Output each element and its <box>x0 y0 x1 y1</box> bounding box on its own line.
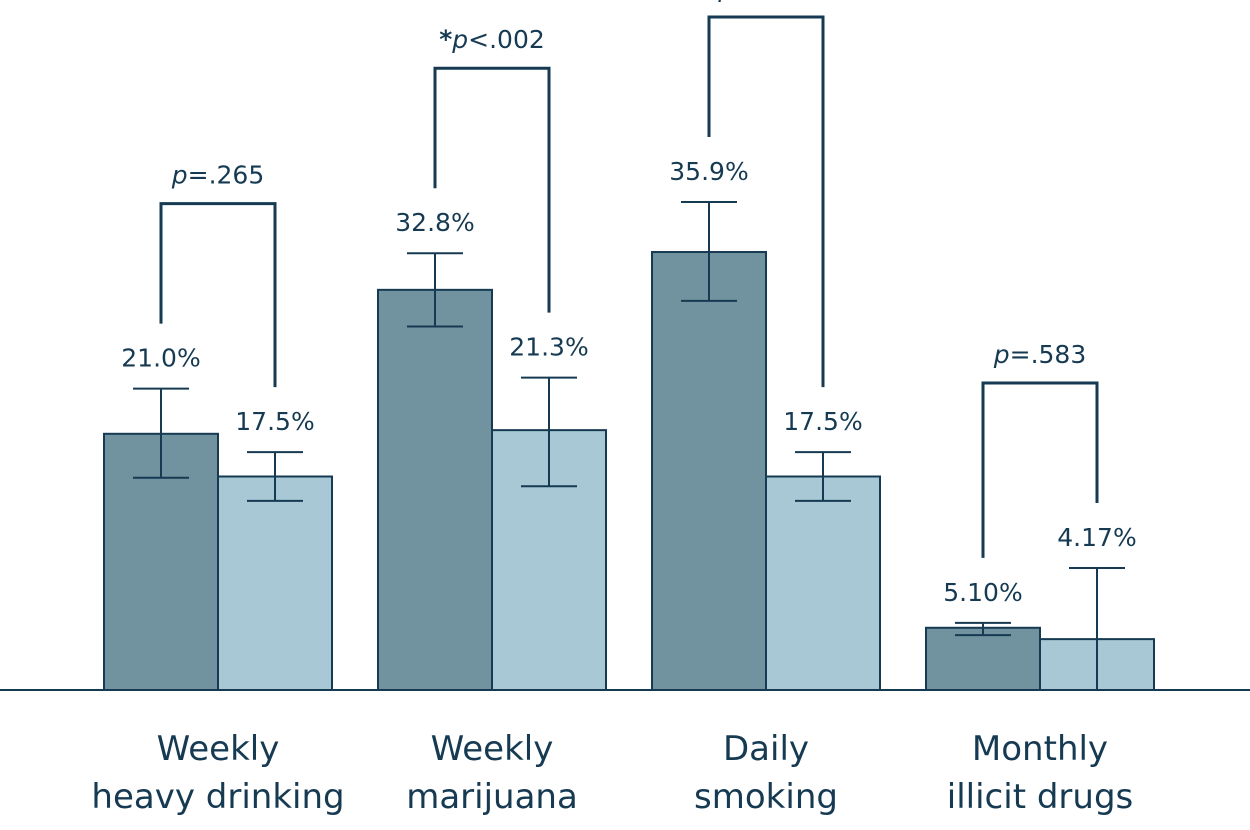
significance-label-0: p=.265 <box>171 161 265 190</box>
significance-bracket-2 <box>707 15 825 388</box>
category-label-0-line-1: Weekly <box>157 729 280 769</box>
value-label-2-series-1: 35.9% <box>669 157 748 186</box>
bar-0-series-2 <box>217 475 333 691</box>
category-label-0-line-2: heavy drinking <box>91 777 344 817</box>
category-label-3-line-1: Monthly <box>972 729 1108 769</box>
significance-bracket-0 <box>159 202 277 388</box>
value-label-1-series-2: 21.3% <box>509 333 588 362</box>
value-label-0-series-2: 17.5% <box>235 407 314 436</box>
value-label-0-series-1: 21.0% <box>121 344 200 373</box>
value-label-3-series-2: 4.17% <box>1057 523 1136 552</box>
significance-bracket-1 <box>433 66 551 313</box>
significance-label-3: p=.583 <box>993 340 1087 369</box>
bar-2-series-1 <box>651 251 767 692</box>
bar-2-series-2 <box>765 475 881 691</box>
significance-label-1: *p<.002 <box>439 25 545 54</box>
significance-brackets-layer <box>159 15 1099 558</box>
category-label-1-line-2: marijuana <box>406 777 578 817</box>
value-label-1-series-1: 32.8% <box>395 208 474 237</box>
bar-1-series-1 <box>377 288 493 691</box>
category-label-3-line-2: illicit drugs <box>947 777 1133 817</box>
value-label-2-series-2: 17.5% <box>783 407 862 436</box>
significance-bracket-3 <box>981 381 1099 558</box>
bar-3-series-1 <box>925 626 1041 692</box>
bars-layer <box>103 251 1155 692</box>
labels-layer: 21.0% 17.5% p=.265 Weekly heavy drinking 32.8… <box>91 0 1136 817</box>
significance-label-2: *p<.0001 <box>705 0 826 3</box>
category-label-1-line-1: Weekly <box>431 729 554 769</box>
value-label-3-series-1: 5.10% <box>943 578 1022 607</box>
category-label-2-line-1: Daily <box>723 729 809 769</box>
category-label-2-line-2: smoking <box>694 777 838 817</box>
error-bars-layer <box>133 201 1125 691</box>
